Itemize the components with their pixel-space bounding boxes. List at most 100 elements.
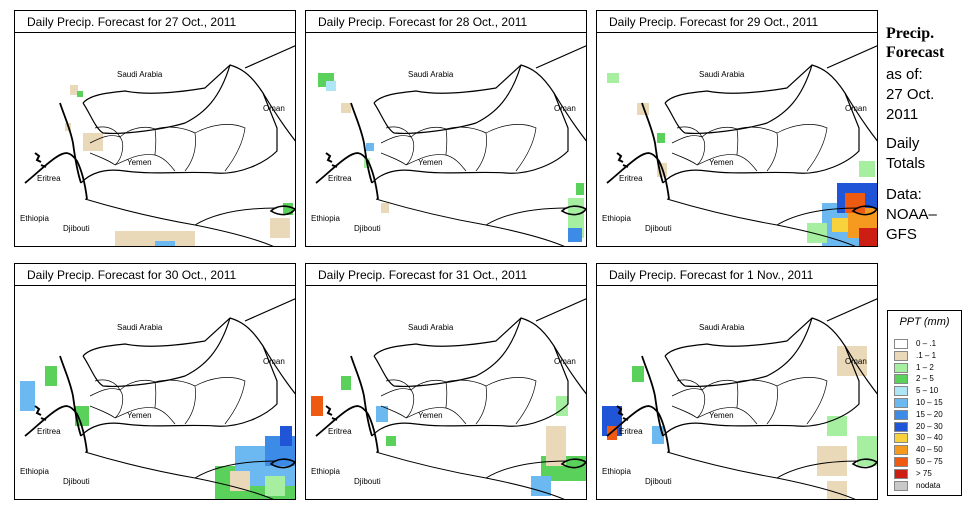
governorate-boundary [485,377,537,425]
boundaries [24,298,295,499]
governorate-boundary [380,135,415,166]
precip-cell [632,366,644,382]
panel-title: Daily Precip. Forecast for 29 Oct., 2011 [597,11,877,33]
precip-cell [807,223,827,243]
somalia-coast [84,451,278,499]
precip-cell [859,228,877,246]
precip-cells [602,346,877,499]
governorate-boundary [380,126,412,166]
governorate-boundary [89,126,121,166]
precip-cell [366,143,374,151]
precip-cell [326,81,336,91]
legend-swatch [894,433,908,444]
map-label-yemen: Yemen [418,158,443,167]
map-label-saudi: Saudi Arabia [699,323,745,332]
panel-title: Daily Precip. Forecast for 30 Oct., 2011 [15,264,295,286]
socotra-island [560,205,586,216]
somalia-coast [84,198,278,246]
precip-cells [607,73,877,246]
map-label-djibouti: Djibouti [63,477,90,486]
map-label-eritrea: Eritrea [619,174,643,183]
dahlak-islands [325,152,338,168]
saudi-yemen-border [664,64,813,134]
precip-cell [607,73,619,83]
red-sea-coast-east [641,102,664,184]
precip-map: Saudi Arabia Oman Yemen Eritrea Ethiopia Djib… [602,298,877,499]
precip-cell [341,376,351,390]
governorate-boundary [776,124,828,172]
governorate-boundary [671,126,703,166]
governorate-boundary [194,124,246,172]
precip-map: Saudi Arabia Oman Yemen Eritrea Ethiopia Djib… [20,45,295,246]
info-title-line1: Precip. [886,25,935,42]
map-label-djibouti: Djibouti [354,224,381,233]
legend-label: 5 – 10 [916,386,939,396]
panel-title: Daily Precip. Forecast for 28 Oct., 2011 [306,11,586,33]
map-label-oman: Oman [554,104,576,113]
oman-border [535,298,586,395]
legend-label: 10 – 15 [916,398,943,407]
precip-cell [311,396,323,416]
yemen-coast [80,64,278,184]
map-panel-4: Daily Precip. Forecast for 30 Oct., 2011… [14,263,296,500]
dahlak-islands [34,405,47,421]
legend-label: 50 – 75 [916,457,943,466]
red-sea-coast-east [641,355,664,437]
red-sea-coast-west [24,405,88,453]
red-sea-coast-west [606,405,670,453]
precip-cell [280,426,292,446]
boundaries [606,45,877,246]
legend-swatch [894,421,908,432]
governorate-boundary [736,379,778,425]
dahlak-islands [616,152,629,168]
precip-cell [386,436,396,446]
governorate-boundary [445,126,487,172]
map-label-oman: Oman [263,357,285,366]
socotra-island [269,205,295,216]
legend-label: nodata [916,480,941,490]
governorate-boundary [89,379,121,419]
legend-swatch [894,339,908,349]
precip-cell [230,471,250,491]
legend-title: PPT (mm) [899,316,950,328]
red-sea-coast-west [606,152,670,200]
governorate-boundary [736,126,778,172]
precip-cell [546,426,566,466]
data-source-2: GFS [886,226,917,243]
precip-cell [381,203,389,213]
governorate-boundary [154,126,196,172]
map-label-oman: Oman [845,104,867,113]
map-label-yemen: Yemen [418,411,443,420]
forecast-info: Precip. Forecast as of: 27 Oct. 2011 Dai… [886,24,970,245]
map-label-ethiopia: Ethiopia [311,214,340,223]
socotra-island [851,458,877,469]
somalia-coast [666,198,860,246]
oman-border [535,45,586,142]
red-sea-coast-east [59,102,82,184]
precip-cell [341,103,351,113]
map-label-eritrea: Eritrea [619,427,643,436]
yemen-coast [662,317,860,437]
governorate-boundary [671,388,706,419]
map-label-yemen: Yemen [127,158,152,167]
map-label-djibouti: Djibouti [645,477,672,486]
boundaries [315,45,586,246]
red-sea-coast-west [315,152,379,200]
precip-cells [65,85,293,246]
precip-cell [837,346,867,376]
legend-swatch [894,362,908,373]
saudi-yemen-border [82,317,231,387]
governorate-boundary [194,377,246,425]
panel-title: Daily Precip. Forecast for 27 Oct., 2011 [15,11,295,33]
map-label-djibouti: Djibouti [63,224,90,233]
legend-swatch [894,386,908,397]
precip-cell [376,406,388,422]
panel-title: Daily Precip. Forecast for 31 Oct., 2011 [306,264,586,286]
precip-map: Saudi Arabia Oman Yemen Eritrea Ethiopia Djib… [602,45,877,246]
legend-swatch [894,457,908,467]
saudi-yemen-border [664,317,813,387]
governorate-boundary [671,135,706,166]
map-label-eritrea: Eritrea [37,174,61,183]
governorate-boundary [485,124,537,172]
precip-map: Saudi Arabia Oman Yemen Eritrea Ethiopia Djib… [20,298,295,499]
